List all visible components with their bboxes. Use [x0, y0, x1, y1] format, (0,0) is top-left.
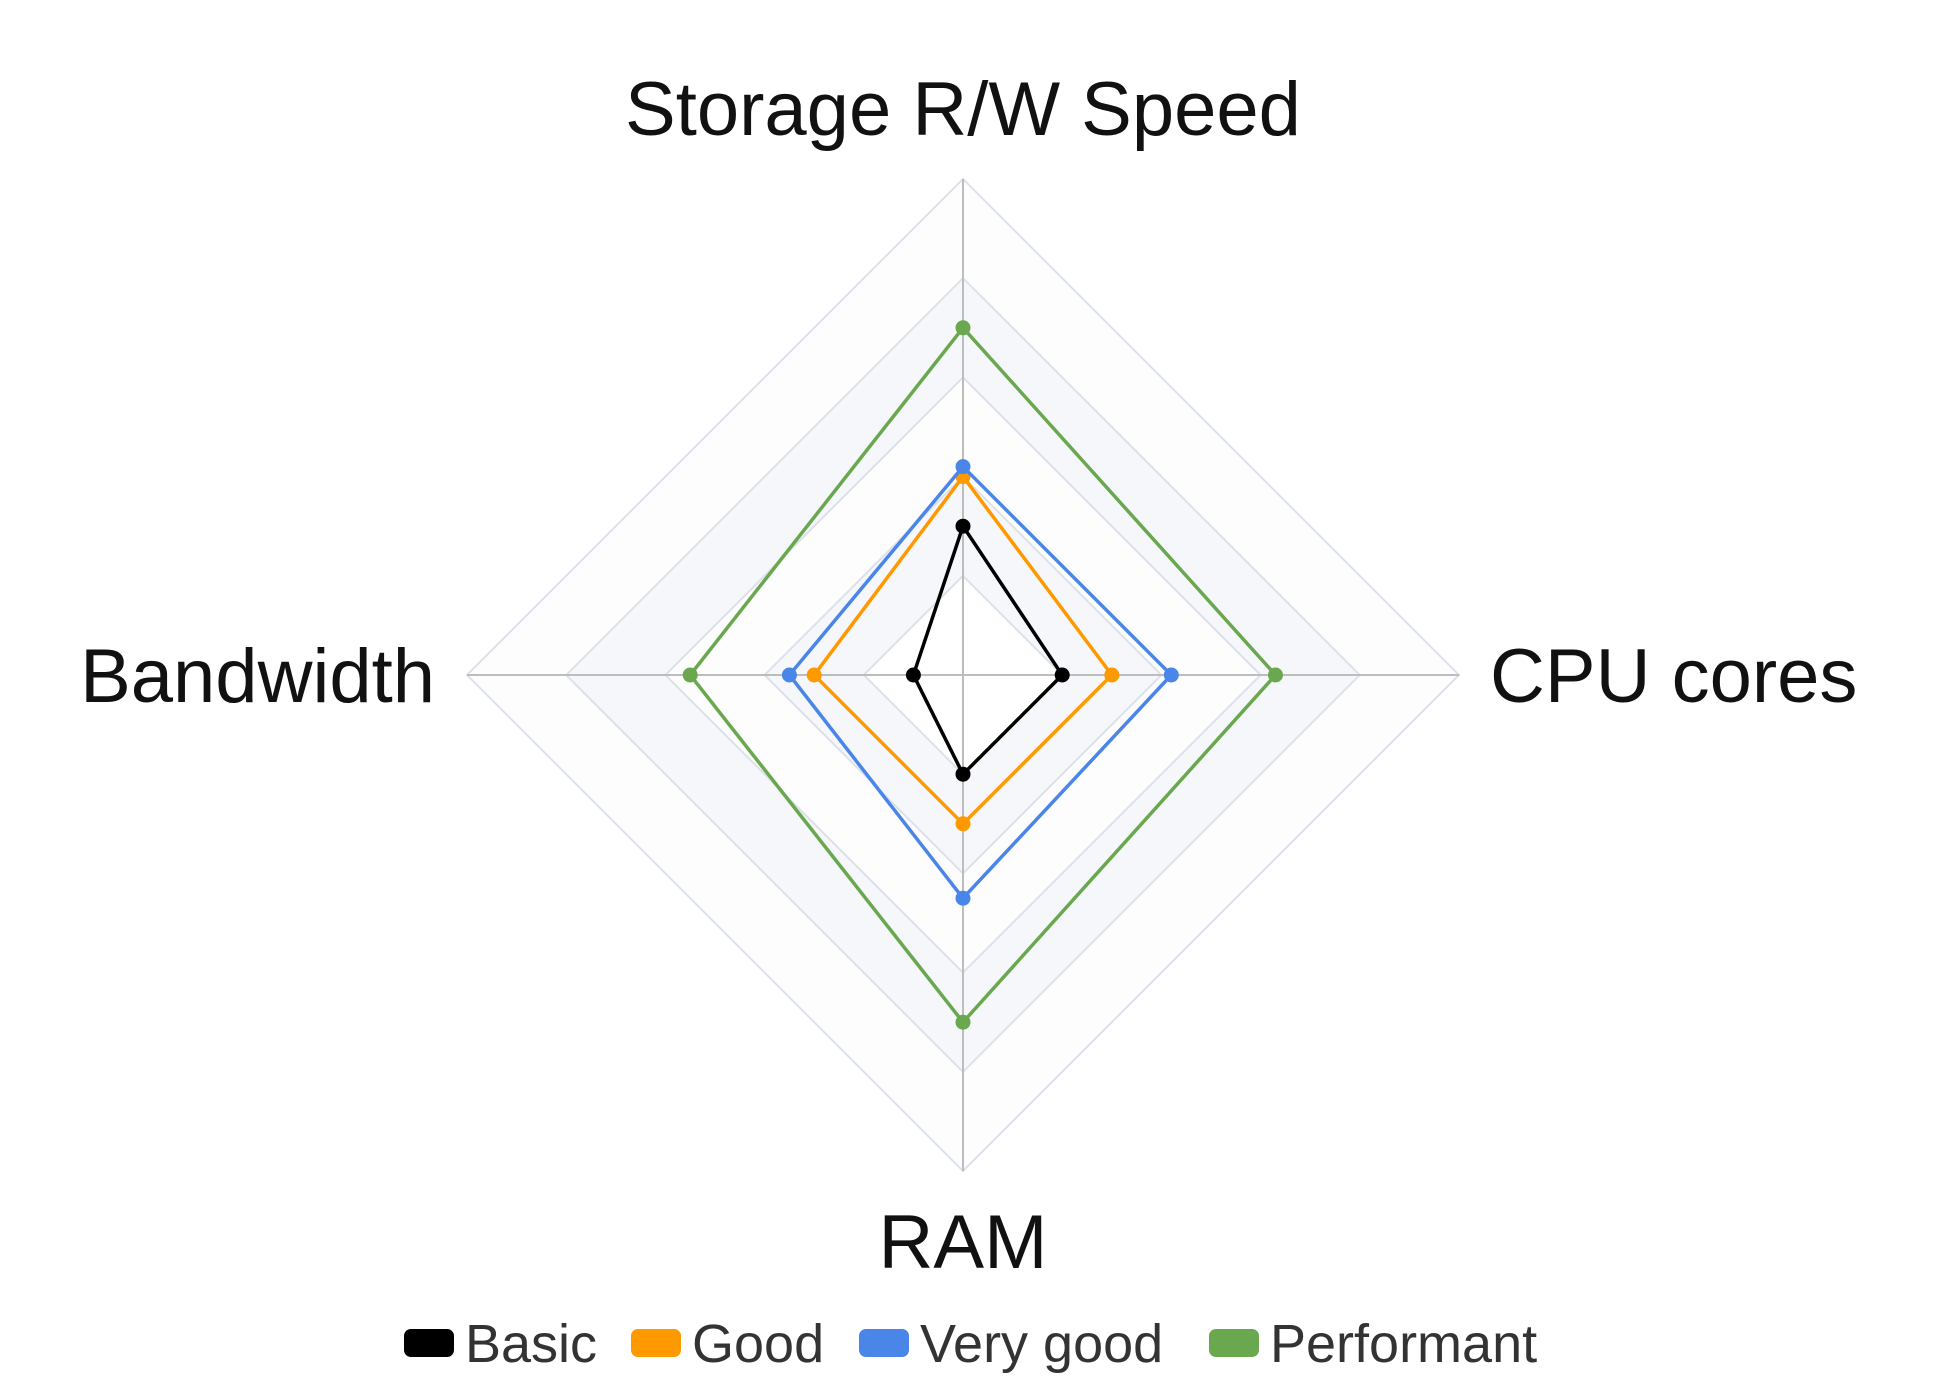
data-point-basic[interactable] — [905, 667, 921, 683]
data-point-very-good[interactable] — [1163, 667, 1179, 683]
data-point-basic[interactable] — [955, 766, 971, 782]
data-point-very-good[interactable] — [955, 459, 971, 475]
legend-label-performant[interactable]: Performant — [1270, 1314, 1537, 1374]
legend-swatch-performant — [1209, 1329, 1259, 1357]
data-point-good[interactable] — [1104, 667, 1120, 683]
radar-series — [682, 320, 1283, 1030]
data-point-good[interactable] — [806, 667, 822, 683]
data-point-performant[interactable] — [955, 1014, 971, 1030]
legend-label-very-good[interactable]: Very good — [920, 1314, 1163, 1374]
data-point-very-good[interactable] — [955, 890, 971, 906]
legend-label-good[interactable]: Good — [692, 1314, 824, 1374]
axis-label-bandwidth: Bandwidth — [80, 634, 435, 719]
data-point-very-good[interactable] — [781, 667, 797, 683]
legend: Basic Good Very good Performant — [404, 1314, 1537, 1374]
legend-swatch-good — [631, 1329, 681, 1357]
data-point-basic[interactable] — [955, 518, 971, 534]
data-point-performant[interactable] — [955, 320, 971, 336]
data-point-good[interactable] — [955, 816, 971, 832]
data-point-basic[interactable] — [1054, 667, 1070, 683]
axis-label-ram: RAM — [879, 1200, 1048, 1285]
data-point-performant[interactable] — [682, 667, 698, 683]
data-point-performant[interactable] — [1267, 667, 1283, 683]
legend-label-basic[interactable]: Basic — [465, 1314, 597, 1374]
legend-swatch-basic — [404, 1329, 454, 1357]
axis-label-cpu: CPU cores — [1490, 634, 1857, 719]
legend-swatch-very-good — [859, 1329, 909, 1357]
axis-label-storage: Storage R/W Speed — [625, 67, 1301, 152]
